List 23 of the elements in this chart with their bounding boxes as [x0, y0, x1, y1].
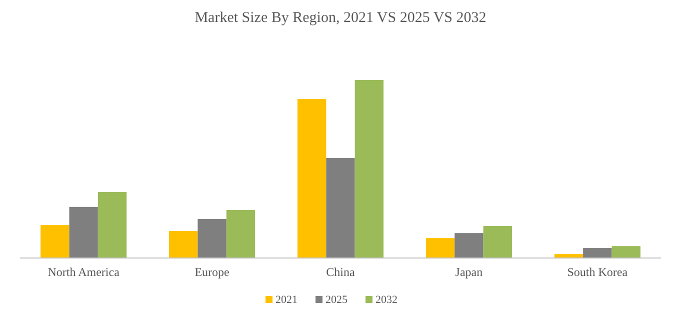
- x-tick-label: China: [326, 265, 356, 279]
- bar: [326, 158, 355, 258]
- bar: [297, 99, 326, 258]
- legend-label: 2025: [326, 294, 348, 306]
- bar: [454, 233, 484, 258]
- bar: [40, 225, 70, 258]
- bar: [354, 80, 384, 258]
- bar: [483, 226, 512, 258]
- bar: [69, 206, 98, 258]
- chart-title: Market Size By Region, 2021 VS 2025 VS 2032: [194, 10, 486, 26]
- x-tick-label: Europe: [194, 265, 230, 279]
- bar: [226, 210, 256, 258]
- bar: [98, 192, 127, 258]
- legend-label: 2021: [276, 294, 298, 306]
- x-tick-label: Japan: [455, 265, 483, 279]
- bar: [169, 230, 198, 258]
- x-tick-label: South Korea: [567, 265, 628, 279]
- legend-label: 2032: [376, 294, 398, 306]
- bar: [583, 248, 612, 258]
- bar: [612, 246, 640, 258]
- bar: [426, 238, 455, 258]
- bar: [198, 219, 226, 258]
- x-tick-label: North America: [48, 265, 120, 279]
